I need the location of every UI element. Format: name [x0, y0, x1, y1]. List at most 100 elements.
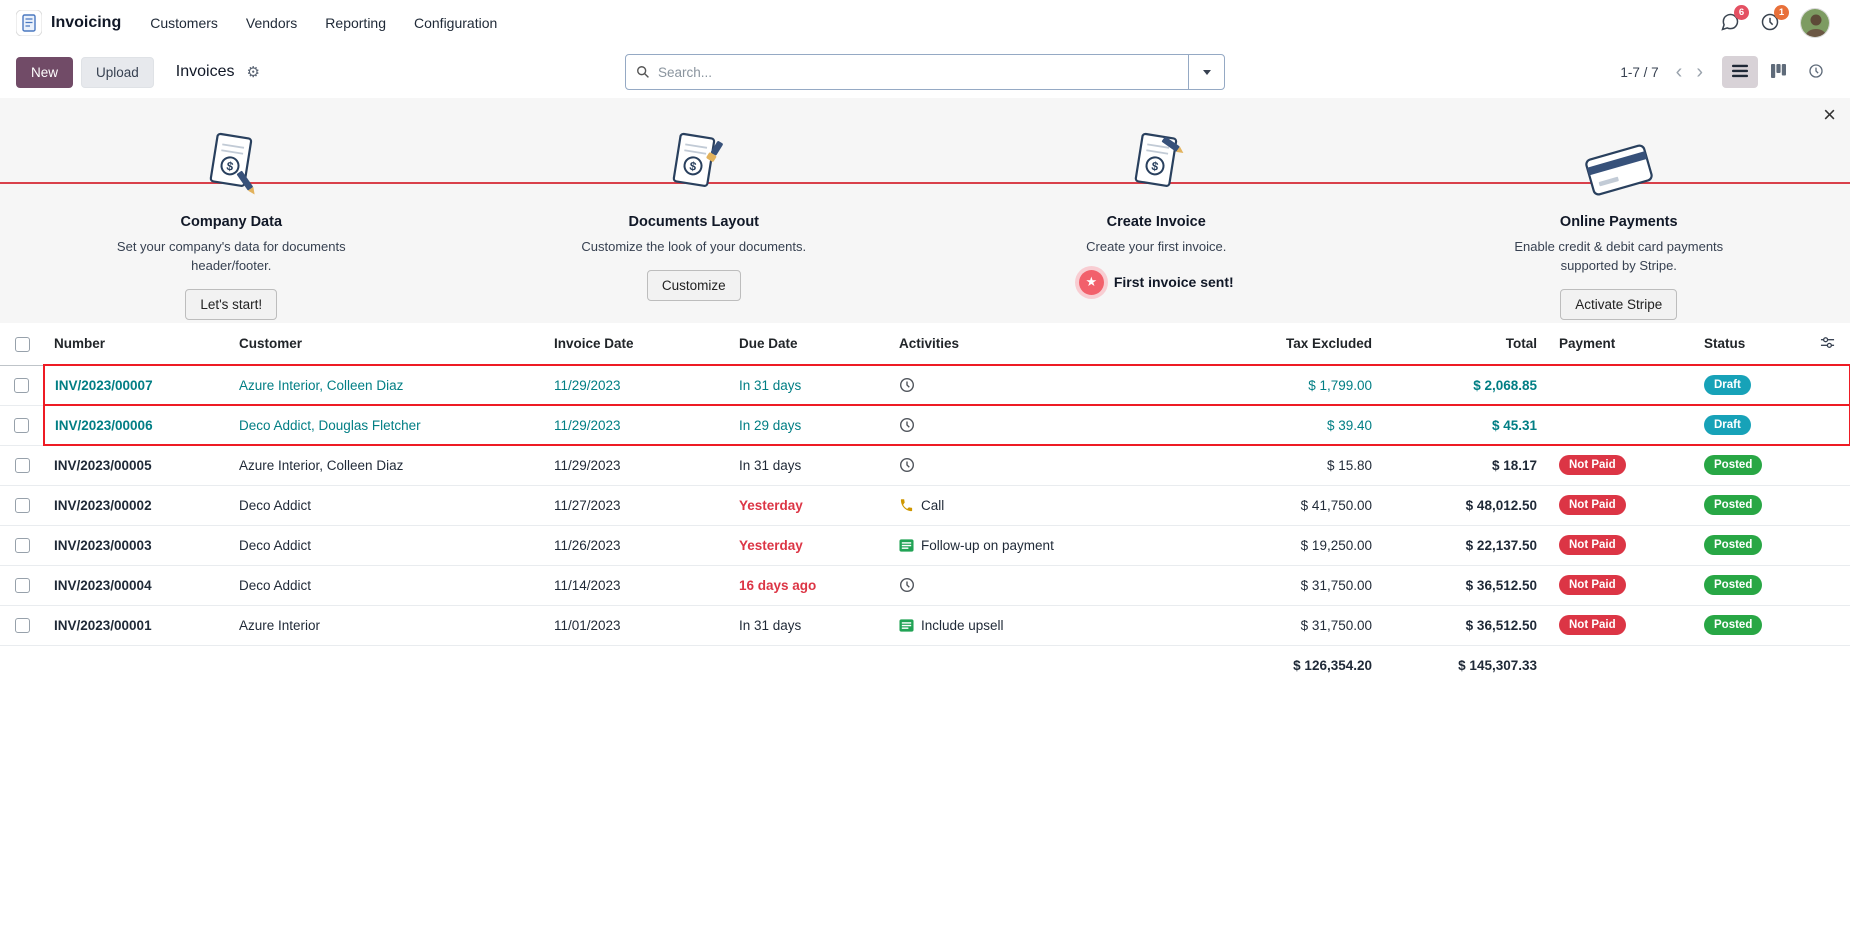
column-header-status[interactable]: Status [1694, 323, 1810, 366]
tax-excluded-amount: $ 31,750.00 [1300, 617, 1372, 633]
list-view-button[interactable] [1722, 56, 1758, 88]
onboarding-progress-line [0, 182, 1850, 184]
kanban-view-button[interactable] [1760, 56, 1796, 88]
step-description: Set your company's data for documents he… [116, 239, 346, 273]
row-checkbox[interactable] [14, 457, 30, 473]
payment-cell: Not Paid [1549, 524, 1694, 565]
status-cell: Posted [1694, 604, 1810, 646]
customer-name: Azure Interior, Colleen Diaz [239, 377, 404, 393]
total-cell: $ 22,137.50 [1384, 524, 1549, 565]
pager: 1-7 / 7 [1620, 64, 1659, 80]
row-select-cell [0, 564, 44, 605]
tax-excluded-amount: $ 19,250.00 [1300, 537, 1372, 553]
app-title[interactable]: Invoicing [51, 14, 122, 31]
invoice-number-cell: INV/2023/00003 [44, 524, 229, 565]
menu-customers[interactable]: Customers [150, 15, 218, 31]
column-header-total[interactable]: Total [1384, 323, 1549, 366]
select-all-checkbox[interactable] [14, 336, 30, 352]
lets-start-button[interactable]: Let's start! [185, 288, 278, 320]
table-row[interactable]: INV/2023/00004 Deco Addict 11/14/2023 16… [0, 564, 1850, 605]
total-amount: $ 36,512.50 [1465, 577, 1537, 593]
customer-name: Azure Interior, Colleen Diaz [239, 457, 404, 473]
messages-button[interactable]: 6 [1720, 4, 1749, 35]
total-tax-excluded: $ 126,354.20 [1293, 657, 1372, 673]
step-description: Customize the look of your documents. [581, 239, 807, 254]
activities-cell[interactable]: Include upsell [889, 604, 1209, 646]
tax-excluded-amount: $ 31,750.00 [1300, 577, 1372, 593]
invoice-list-table: Number Customer Invoice Date Due Date Ac… [0, 323, 1850, 685]
search-dropdown-toggle[interactable] [1188, 55, 1224, 89]
table-row[interactable]: INV/2023/00001 Azure Interior 11/01/2023… [0, 604, 1850, 646]
menu-configuration[interactable]: Configuration [414, 15, 498, 31]
new-button[interactable]: New [16, 56, 74, 88]
invoice-date: 11/29/2023 [554, 457, 621, 473]
invoice-date-cell: 11/29/2023 [544, 404, 729, 446]
due-date: 16 days ago [739, 577, 817, 593]
due-date: In 29 days [739, 417, 802, 433]
due-date: Yesterday [739, 497, 803, 513]
pager-next-button[interactable]: › [1689, 62, 1710, 82]
svg-text:$: $ [688, 159, 697, 174]
table-row[interactable]: INV/2023/00005 Azure Interior, Colleen D… [0, 444, 1850, 485]
optional-columns-icon[interactable] [1820, 335, 1835, 350]
pager-previous-button[interactable]: ‹ [1669, 62, 1690, 82]
row-checkbox[interactable] [14, 377, 29, 393]
column-header-invoice-date[interactable]: Invoice Date [544, 323, 729, 366]
clock-icon [899, 377, 915, 393]
column-header-tax-excluded[interactable]: Tax Excluded [1209, 323, 1384, 366]
table-row[interactable]: INV/2023/00003 Deco Addict 11/26/2023 Ye… [0, 524, 1850, 565]
column-header-payment[interactable]: Payment [1549, 323, 1694, 366]
row-checkbox[interactable] [14, 617, 30, 633]
activity-view-button[interactable] [1798, 56, 1834, 88]
table-row[interactable]: INV/2023/00006 Deco Addict, Douglas Flet… [0, 404, 1850, 446]
menu-vendors[interactable]: Vendors [245, 15, 298, 31]
customer-cell: Deco Addict [229, 564, 544, 605]
upload-button[interactable]: Upload [81, 56, 154, 88]
row-checkbox[interactable] [14, 417, 29, 433]
tax-excluded-cell: $ 19,250.00 [1209, 524, 1384, 565]
row-checkbox[interactable] [14, 537, 30, 553]
invoice-date: 11/27/2023 [554, 497, 621, 513]
row-checkbox[interactable] [14, 577, 30, 593]
activities-cell[interactable]: Call [889, 484, 1209, 525]
activities-cell[interactable] [889, 364, 1209, 406]
row-select-cell [0, 604, 44, 646]
status-badge: Draft [1704, 414, 1751, 436]
search-input[interactable] [658, 55, 1188, 89]
row-end-cell [1810, 564, 1850, 605]
row-checkbox[interactable] [14, 497, 30, 513]
due-date: In 31 days [739, 377, 802, 393]
menu-reporting[interactable]: Reporting [325, 15, 386, 31]
column-header-activities[interactable]: Activities [889, 323, 1209, 366]
column-header-number[interactable]: Number [44, 323, 229, 366]
actions-gear-icon[interactable]: ⚙ [246, 64, 260, 81]
activity-label: Call [921, 497, 945, 513]
total-amount: $ 45.31 [1491, 417, 1537, 433]
due-date: In 31 days [739, 457, 802, 473]
close-banner-button[interactable]: × [1823, 102, 1836, 127]
phone-icon [899, 498, 914, 513]
due-date: Yesterday [739, 537, 803, 553]
activities-button[interactable]: 1 [1760, 4, 1789, 35]
activities-cell[interactable]: Follow-up on payment [889, 524, 1209, 565]
activities-cell[interactable] [889, 564, 1209, 605]
invoicing-app-icon[interactable] [16, 10, 42, 36]
total-cell: $ 36,512.50 [1384, 604, 1549, 646]
create-invoice-icon: $ [1123, 120, 1189, 206]
optional-columns-cell [1810, 323, 1850, 366]
table-row[interactable]: INV/2023/00007 Azure Interior, Colleen D… [0, 364, 1850, 406]
column-header-customer[interactable]: Customer [229, 323, 544, 366]
column-header-due-date[interactable]: Due Date [729, 323, 889, 366]
status-cell: Draft [1694, 364, 1810, 406]
search-bar[interactable] [625, 54, 1225, 90]
messages-badge: 6 [1734, 4, 1749, 20]
due-date-cell: In 31 days [729, 364, 889, 406]
activate-stripe-button[interactable]: Activate Stripe [1560, 288, 1678, 320]
row-end-cell [1810, 524, 1850, 565]
activities-cell[interactable] [889, 444, 1209, 485]
invoice-number-cell: INV/2023/00006 [43, 404, 229, 446]
table-row[interactable]: INV/2023/00002 Deco Addict 11/27/2023 Ye… [0, 484, 1850, 525]
activities-cell[interactable] [889, 404, 1209, 446]
customize-button[interactable]: Customize [646, 269, 741, 301]
user-avatar[interactable] [1800, 8, 1830, 38]
